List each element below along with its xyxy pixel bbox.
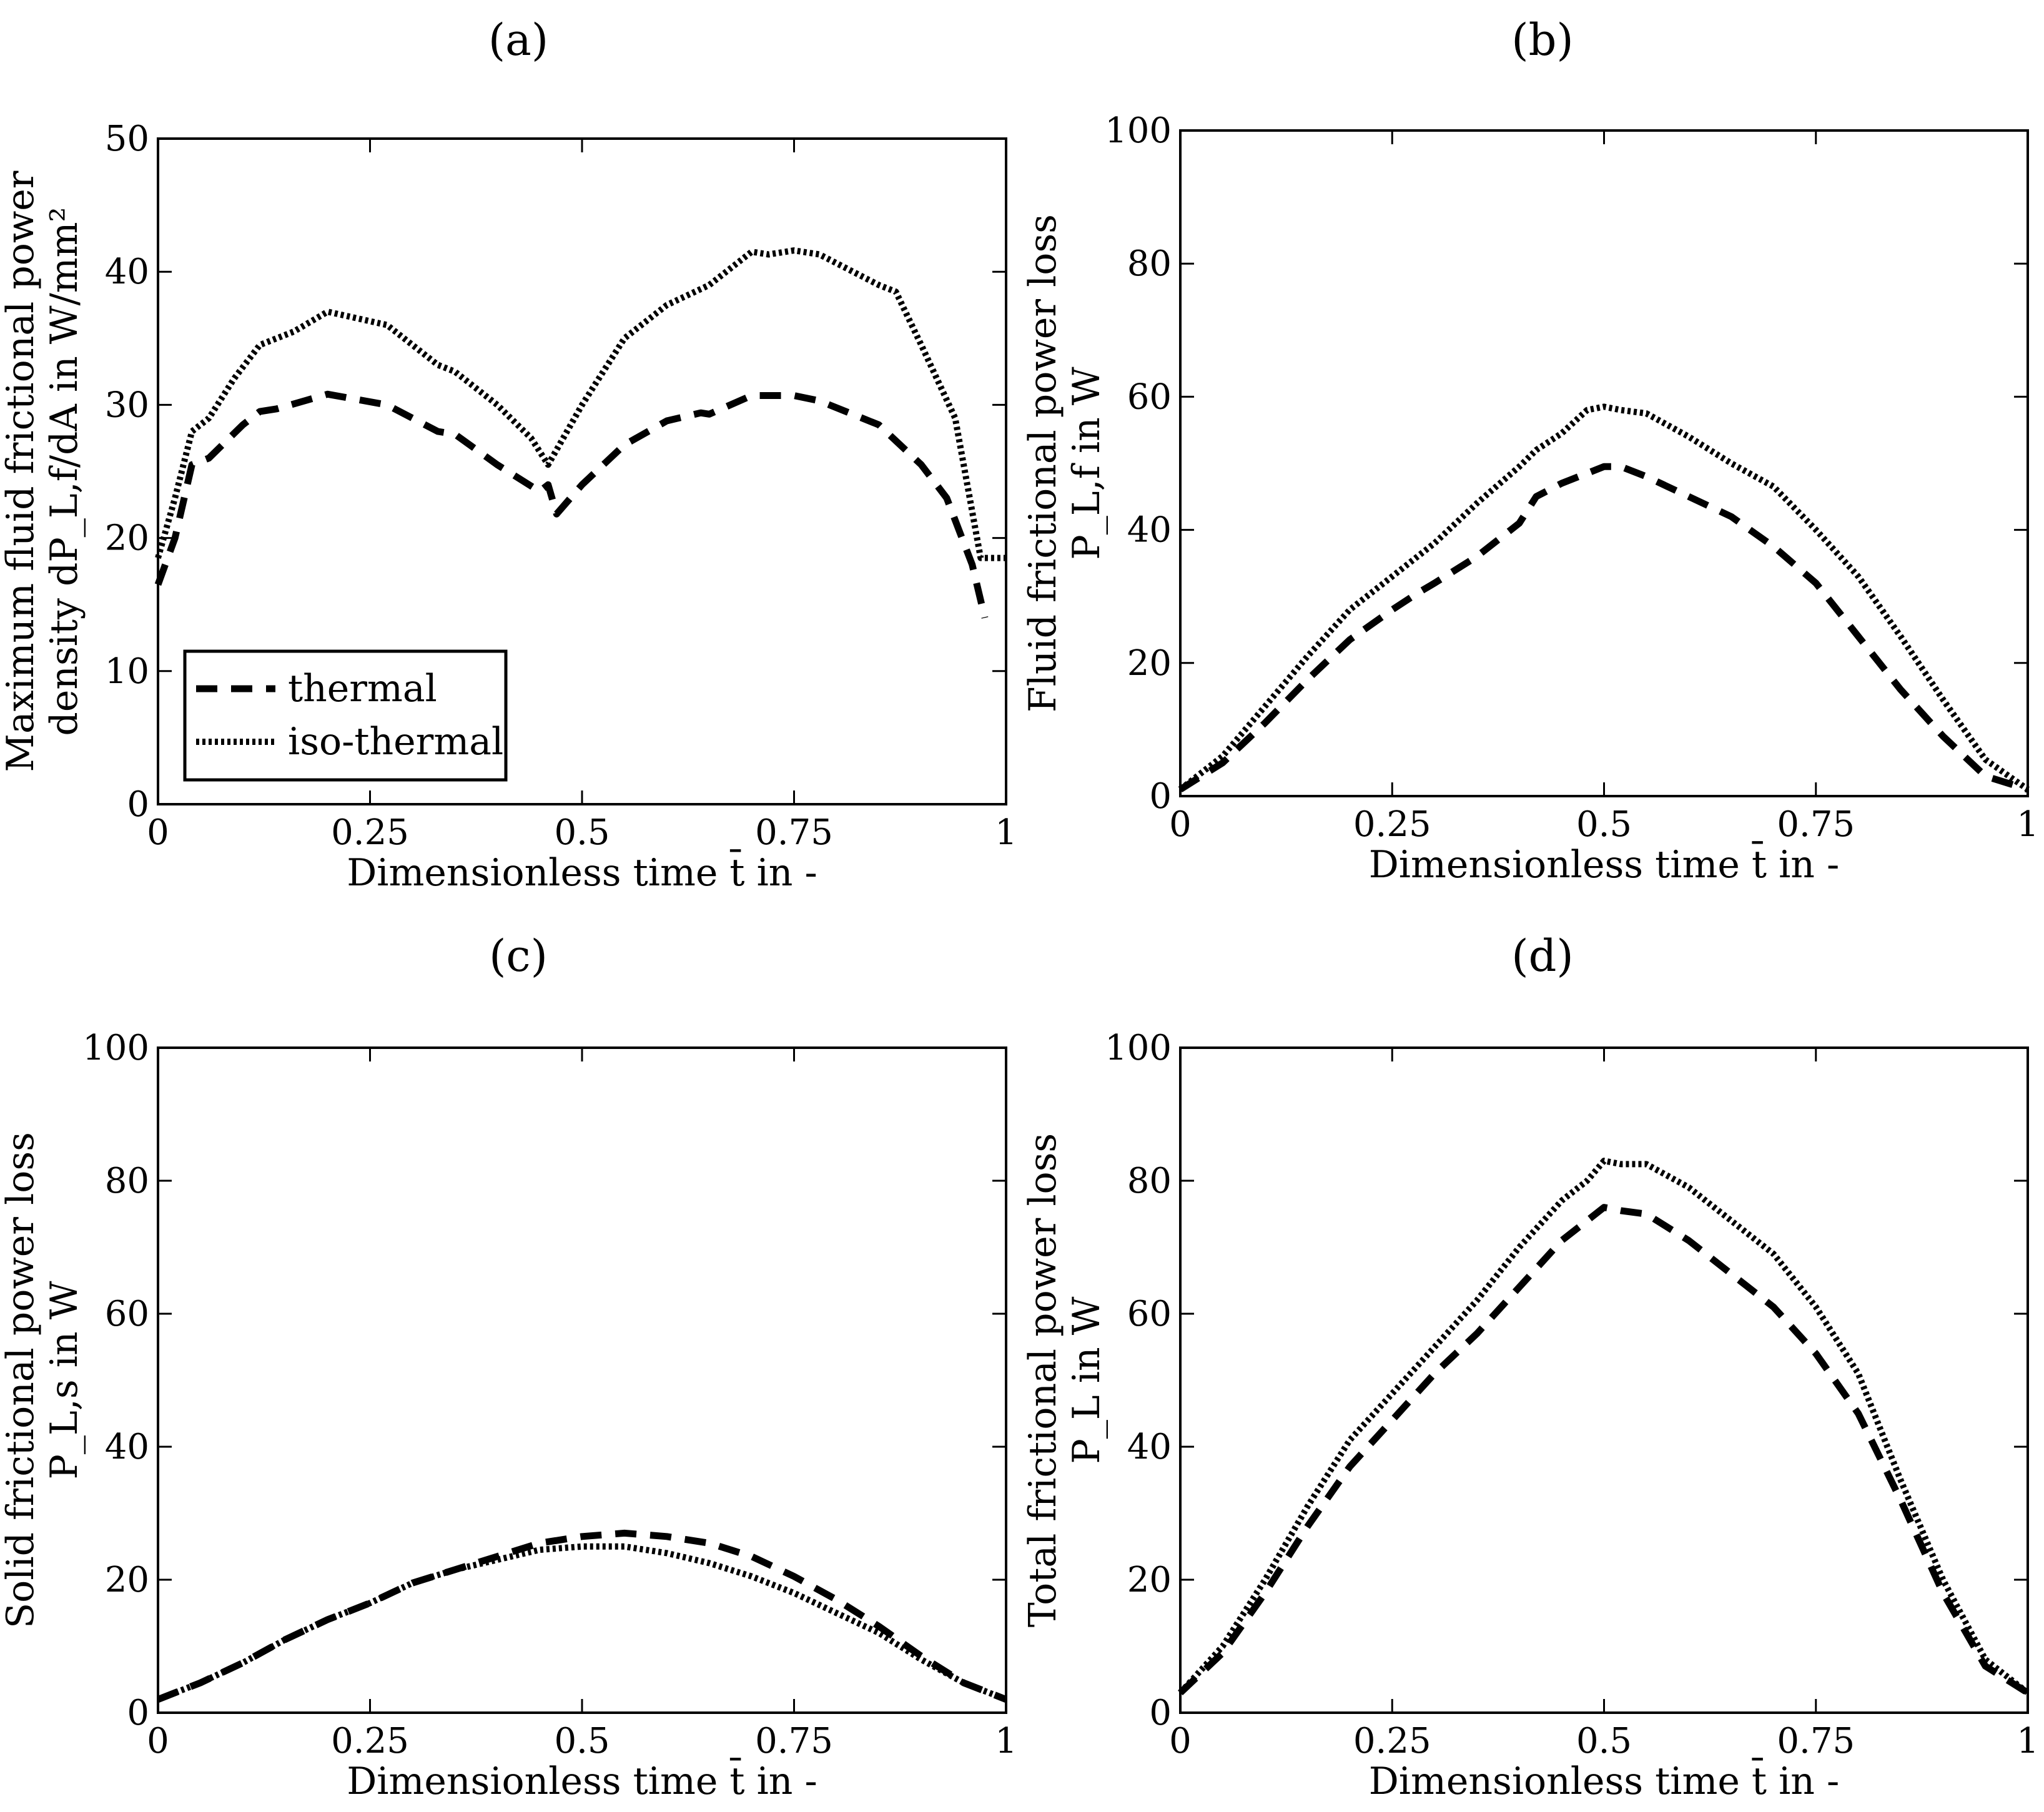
y-tick-label: 60: [1127, 1294, 1172, 1334]
y-tick-label: 40: [105, 1427, 149, 1467]
series-iso-thermal-line: [157, 1543, 1007, 1703]
x-tick-label: 0: [1169, 1721, 1192, 1761]
y-axis-label-line2: P_L in W: [1065, 1296, 1108, 1464]
x-tick-label: 0.25: [1353, 804, 1431, 845]
y-tick-label: 50: [105, 119, 149, 159]
y-tick-label: 0: [127, 784, 149, 825]
y-axis-label-line2: P_L,f in W: [1065, 367, 1108, 559]
x-tick-label: 0.25: [331, 1721, 409, 1761]
series-iso-thermal-line: [1178, 1158, 2030, 1696]
x-axis-label: Dimensionless time t̄ in -: [1369, 1758, 1840, 1803]
y-tick-label: 40: [1127, 510, 1172, 551]
y-axis-label-line2: P_L,s in W: [42, 1281, 86, 1479]
x-tick-label: 1: [2017, 1721, 2039, 1761]
x-axis-label: Dimensionless time t̄ in -: [1369, 841, 1840, 887]
x-tick-label: 0: [147, 812, 169, 853]
panel-c: (c) 0 0.25 0.5 0.75 1 0 20 40 60 80 100 Dimensionles…: [0, 930, 1017, 1803]
x-tick-label: 0.75: [755, 1721, 833, 1761]
y-tick-label: 100: [82, 1028, 149, 1068]
x-tick-label: 1: [995, 812, 1017, 853]
y-tick-label: 80: [105, 1161, 149, 1201]
y-tick-label: 20: [105, 1560, 149, 1600]
x-tick-label: 0.5: [1576, 1721, 1632, 1761]
x-tick-label: 0.75: [1777, 804, 1855, 845]
y-tick-label: 0: [127, 1693, 149, 1733]
plot-frame: [157, 1046, 1007, 1714]
y-axis-label-line1: Maximum fluid frictional power: [0, 170, 42, 772]
y-axis-label-line1: Total frictional power loss: [1021, 1133, 1065, 1627]
x-tick-label: 0.5: [1576, 804, 1632, 845]
y-tick-label: 80: [1127, 1161, 1172, 1201]
y-tick-label: 10: [105, 651, 149, 692]
panel-label: (c): [489, 930, 548, 982]
x-tick-label: 1: [995, 1721, 1017, 1761]
y-tick-label: 0: [1149, 1693, 1172, 1733]
panel-label: (b): [1511, 14, 1573, 66]
series-iso-thermal-line: [155, 247, 1006, 561]
y-tick-label: 40: [105, 252, 149, 292]
y-axis-label-line2: density dP_L,f/dA in W/mm²: [42, 207, 86, 736]
y-axis-label-line1: Solid frictional power loss: [0, 1132, 42, 1628]
y-tick-label: 20: [105, 518, 149, 559]
x-tick-label: 0.75: [755, 812, 833, 853]
series-thermal-line: [154, 390, 989, 619]
legend-thermal-label: thermal: [288, 667, 437, 711]
panel-d: (d) 0 0.25 0.5 0.75 1 0 20 40 60 80 100 Dimensionles…: [1021, 930, 2039, 1803]
panel-label: (d): [1511, 930, 1573, 982]
y-tick-label: 0: [1149, 776, 1172, 817]
y-tick-label: 40: [1127, 1427, 1172, 1467]
x-tick-label: 0.5: [554, 1721, 610, 1761]
y-tick-label: 20: [1127, 643, 1172, 684]
x-tick-label: 0.25: [331, 812, 409, 853]
x-axis-label: Dimensionless time t̄ in -: [347, 849, 817, 895]
y-tick-label: 80: [1127, 244, 1172, 284]
series-thermal-line: [156, 1529, 1008, 1703]
x-axis-label: Dimensionless time t̄ in -: [347, 1758, 817, 1803]
series-thermal-line: [1178, 463, 2029, 793]
legend-iso-label: iso-thermal: [288, 720, 503, 764]
series-iso-thermal-line: [1178, 403, 2030, 792]
y-tick-label: 20: [1127, 1560, 1172, 1600]
x-tick-label: 0: [1169, 804, 1192, 845]
y-axis-label-line1: Fluid frictional power loss: [1021, 214, 1065, 712]
x-tick-label: 1: [2017, 804, 2039, 845]
y-tick-label: 100: [1105, 111, 1172, 151]
y-tick-label: 100: [1105, 1028, 1172, 1068]
y-tick-label: 30: [105, 385, 149, 425]
x-tick-label: 0: [147, 1721, 169, 1761]
x-tick-label: 0.25: [1353, 1721, 1431, 1761]
legend: [183, 649, 508, 782]
y-tick-label: 60: [1127, 377, 1172, 417]
y-tick-label: 60: [105, 1294, 149, 1334]
panel-b: (b) 0 0.25 0.5 0.75 1 0 20 40 60 80 100 Dimensionles…: [1021, 14, 2039, 887]
panel-label: (a): [488, 14, 548, 66]
series-thermal-line: [1178, 1204, 2030, 1696]
x-tick-label: 0.5: [554, 812, 610, 853]
panel-a: (a)0 0.25 0.5 0.75 101020304050Dimensionless…: [0, 14, 1017, 895]
plot-frame: [1179, 1046, 2029, 1714]
x-tick-label: 0.75: [1777, 1721, 1855, 1761]
